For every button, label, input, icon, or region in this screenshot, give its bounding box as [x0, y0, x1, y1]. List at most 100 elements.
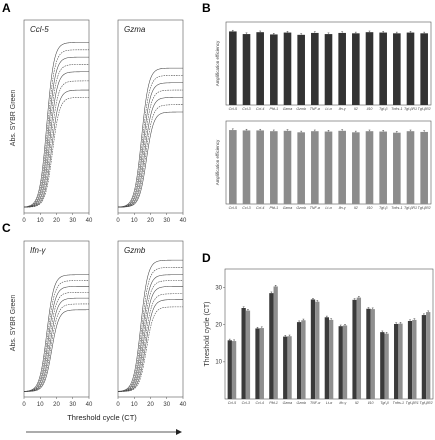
gene-title: Gzmb: [124, 246, 146, 255]
bar-9: [338, 32, 346, 105]
amp-plot-ifng: Ifn-γ 0 10 20 30 40: [22, 240, 93, 408]
bar-7: [311, 131, 319, 204]
bar-14-s1: [407, 321, 413, 399]
curve-ccl5-6: [23, 80, 89, 208]
curve-gzma-7: [117, 111, 183, 208]
curve-ifng-3: [23, 286, 89, 392]
bar-1-s1: [227, 340, 232, 399]
curve-gzma-6: [117, 104, 183, 208]
bar-9-s2: [342, 325, 348, 399]
bar-11: [365, 32, 374, 105]
curve-ifng-1: [23, 274, 89, 392]
curve-ifng-4: [23, 291, 89, 392]
category-label: Gzma: [283, 206, 293, 210]
curve-gzmb-8: [117, 306, 183, 392]
category-label: Tgf-βR1: [404, 206, 417, 210]
panel-label-c: C: [2, 221, 11, 235]
category-label: TNF-α: [310, 206, 321, 210]
bar-5-s2: [287, 336, 292, 399]
category-label: Tgf-βR2: [418, 107, 431, 111]
curve-ccl5-5: [23, 71, 89, 208]
bar-4-s2: [273, 286, 278, 399]
curve-gzma-5: [117, 97, 183, 208]
category-label: Gzmb: [296, 107, 306, 111]
y-axis-label: Threshold cycle (CT): [204, 302, 211, 367]
bar-8-s2: [329, 319, 334, 399]
x-tick-label: 10: [131, 402, 138, 408]
curve-gzma-3: [117, 82, 183, 208]
bar-3: [256, 32, 264, 105]
bar-8: [324, 34, 333, 105]
bar-12-s2: [384, 333, 389, 399]
category-label: Tnfrs-1: [391, 206, 402, 210]
category-label: Ccl-4: [256, 107, 264, 111]
gene-title: Ccl-5: [30, 25, 49, 34]
category-label: Tgf-β: [379, 206, 387, 210]
category-label: Ccl-4: [255, 401, 263, 405]
curve-ifng-2: [23, 280, 89, 392]
bar-4: [270, 34, 278, 106]
category-label: Il10: [367, 107, 373, 111]
bar-10: [352, 132, 360, 204]
curve-ifng-7: [23, 309, 89, 392]
category-label: Gzma: [283, 401, 293, 405]
bar-8: [324, 131, 333, 204]
efficiency-chart-top: Ccl-5 Ccl-3 Ccl-4 Pfd-1 Gzma Gzmb TNF-α Lt-α Ifn…: [215, 21, 432, 111]
amp-plot-ccl5: Ccl-5 0 10 20 30 40: [22, 19, 93, 224]
bar-6: [297, 34, 305, 105]
category-label: Ccl-4: [256, 206, 264, 210]
category-label: Ccl-5: [229, 107, 237, 111]
y-tick-label: 30: [215, 285, 222, 291]
bar-15: [420, 131, 428, 204]
bar-9: [338, 130, 346, 204]
bar-6: [297, 132, 305, 204]
bar-12-s1: [380, 332, 385, 399]
gene-title: Ifn-γ: [30, 246, 47, 255]
bar-15-s2: [426, 312, 431, 399]
bar-7-s1: [310, 299, 316, 399]
category-label: Ccl-3: [242, 107, 250, 111]
bar-3-s2: [259, 328, 264, 399]
curve-gzmb-5: [117, 286, 183, 392]
bar-13: [393, 33, 401, 105]
category-label: Pfd-1: [270, 206, 279, 210]
curve-gzmb-3: [117, 274, 183, 392]
category-label: Tgf-βR1: [406, 401, 419, 405]
bar-7: [311, 32, 319, 105]
x-tick-label: 0: [22, 402, 26, 408]
bar-6-s2: [301, 320, 306, 399]
x-tick-label: 0: [116, 402, 120, 408]
threshold-axis-label: Threshold cycle (CT): [67, 413, 137, 422]
bar-14: [406, 131, 415, 204]
bar-4-s1: [269, 293, 274, 399]
category-label: Tnfrs-1: [391, 107, 402, 111]
curve-gzmb-7: [117, 299, 183, 392]
bar-2-s1: [241, 308, 246, 399]
x-tick-label: 0: [22, 218, 26, 224]
category-label: Il2: [354, 206, 358, 210]
category-label: Ifn-γ: [339, 107, 346, 111]
gene-title: Gzma: [124, 25, 146, 34]
panel-label-a: A: [2, 1, 11, 15]
y-tick-label: 20: [215, 323, 222, 329]
bar-12: [379, 131, 387, 204]
category-label: Tgf-β: [379, 107, 387, 111]
x-tick-label: 0: [116, 218, 120, 224]
curve-ifng-5: [23, 297, 89, 392]
bar-9-s1: [338, 326, 343, 399]
curve-ccl5-3: [23, 56, 89, 208]
amp-ylabel-bottom: Abs. SYBR Green: [10, 295, 17, 352]
x-tick-label: 40: [180, 218, 187, 224]
bar-2-s2: [245, 310, 251, 399]
x-tick-label: 40: [86, 218, 93, 224]
category-label: Gzma: [283, 107, 293, 111]
bar-3: [256, 130, 264, 204]
x-tick-label: 20: [53, 218, 60, 224]
curve-gzmb-1: [117, 259, 183, 392]
curve-ccl5-1: [23, 42, 89, 208]
curve-ccl5-2: [23, 49, 89, 208]
category-label: Tgf-βR1: [404, 107, 417, 111]
bar-10-s2: [356, 297, 362, 399]
bar-1: [229, 31, 237, 105]
